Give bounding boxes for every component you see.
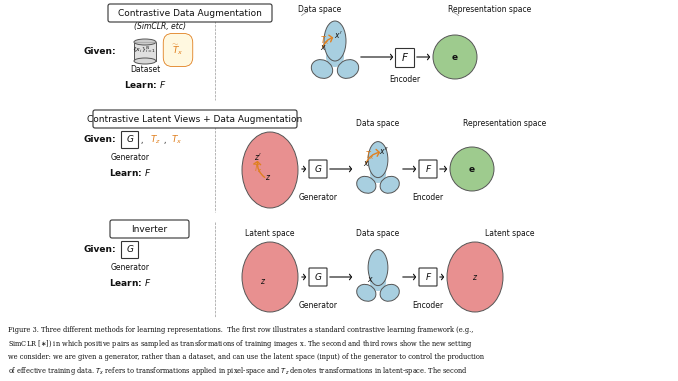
Text: G: G bbox=[127, 245, 134, 255]
FancyBboxPatch shape bbox=[121, 242, 138, 258]
Text: G: G bbox=[315, 272, 321, 282]
Text: Generator: Generator bbox=[298, 301, 338, 309]
Text: Given:: Given: bbox=[83, 48, 116, 56]
Text: ,: , bbox=[141, 136, 143, 144]
Text: Data space: Data space bbox=[357, 229, 399, 239]
Text: Encoder: Encoder bbox=[412, 192, 443, 202]
Text: $T_x$: $T_x$ bbox=[365, 150, 375, 162]
Text: Encoder: Encoder bbox=[389, 75, 420, 85]
Ellipse shape bbox=[357, 284, 376, 301]
Text: Generator: Generator bbox=[111, 152, 150, 162]
Text: $x$: $x$ bbox=[367, 275, 374, 285]
Text: ,: , bbox=[164, 45, 166, 54]
Text: Given:: Given: bbox=[83, 245, 116, 255]
Bar bbox=[134, 42, 156, 61]
Text: $\mathbf{e}$: $\mathbf{e}$ bbox=[468, 165, 476, 173]
Text: $z$: $z$ bbox=[260, 277, 266, 287]
FancyBboxPatch shape bbox=[309, 160, 327, 178]
Text: Generator: Generator bbox=[111, 263, 150, 272]
Text: Latent space: Latent space bbox=[245, 120, 295, 128]
Text: $T_z$: $T_z$ bbox=[253, 163, 263, 175]
Ellipse shape bbox=[134, 39, 156, 45]
Ellipse shape bbox=[134, 58, 156, 64]
FancyBboxPatch shape bbox=[121, 131, 138, 149]
Text: G: G bbox=[127, 136, 134, 144]
Text: F: F bbox=[425, 272, 431, 282]
Text: Figure 3. Three different methods for learning representations.  The first row i: Figure 3. Three different methods for le… bbox=[8, 326, 484, 377]
Text: Data space: Data space bbox=[357, 120, 399, 128]
Text: Latent space: Latent space bbox=[245, 229, 295, 239]
Ellipse shape bbox=[380, 284, 399, 301]
Text: Latent space: Latent space bbox=[485, 229, 535, 239]
Text: $T_z$: $T_z$ bbox=[150, 134, 161, 146]
Text: $z'$: $z'$ bbox=[254, 150, 262, 162]
Text: Dataset: Dataset bbox=[130, 66, 160, 75]
FancyBboxPatch shape bbox=[108, 4, 272, 22]
Ellipse shape bbox=[370, 165, 386, 183]
Ellipse shape bbox=[326, 47, 344, 67]
Ellipse shape bbox=[368, 142, 388, 178]
Text: Data space: Data space bbox=[298, 5, 342, 14]
Ellipse shape bbox=[338, 59, 359, 78]
Ellipse shape bbox=[380, 176, 399, 193]
Ellipse shape bbox=[447, 242, 503, 312]
Text: Inverter: Inverter bbox=[132, 224, 167, 234]
FancyBboxPatch shape bbox=[93, 110, 297, 128]
Ellipse shape bbox=[370, 273, 386, 291]
Text: F: F bbox=[402, 53, 408, 63]
Text: $x''$: $x''$ bbox=[379, 144, 389, 155]
Ellipse shape bbox=[242, 242, 298, 312]
Text: Contrastive Latent Views + Data Augmentation: Contrastive Latent Views + Data Augmenta… bbox=[87, 115, 302, 123]
Text: $x'$: $x'$ bbox=[334, 29, 342, 40]
Text: $T_x$: $T_x$ bbox=[172, 134, 182, 146]
Text: Encoder: Encoder bbox=[412, 301, 443, 309]
Text: (SimCLR, etc): (SimCLR, etc) bbox=[134, 22, 186, 32]
FancyBboxPatch shape bbox=[395, 48, 414, 67]
Text: $T_x$: $T_x$ bbox=[320, 35, 330, 47]
Text: $z$: $z$ bbox=[265, 173, 271, 182]
Ellipse shape bbox=[368, 250, 388, 286]
Text: Learn: $\mathit{F}$: Learn: $\mathit{F}$ bbox=[108, 166, 151, 178]
Text: Learn: $\mathit{F}$: Learn: $\mathit{F}$ bbox=[108, 277, 151, 288]
FancyBboxPatch shape bbox=[110, 220, 189, 238]
Ellipse shape bbox=[242, 132, 298, 208]
Text: Generator: Generator bbox=[298, 192, 338, 202]
Text: Learn: $\mathit{F}$: Learn: $\mathit{F}$ bbox=[123, 78, 166, 90]
Text: G: G bbox=[315, 165, 321, 173]
Text: Representation space: Representation space bbox=[448, 5, 532, 14]
FancyBboxPatch shape bbox=[419, 268, 437, 286]
Text: Given:: Given: bbox=[83, 136, 116, 144]
Text: Contrastive Data Augmentation: Contrastive Data Augmentation bbox=[118, 8, 262, 18]
Ellipse shape bbox=[357, 176, 376, 193]
Text: $\mathbf{e}$: $\mathbf{e}$ bbox=[451, 53, 459, 61]
Text: $x$: $x$ bbox=[319, 43, 326, 53]
FancyBboxPatch shape bbox=[419, 160, 437, 178]
FancyBboxPatch shape bbox=[309, 268, 327, 286]
Text: $\{x_i\}_{i=1}^N$: $\{x_i\}_{i=1}^N$ bbox=[132, 45, 156, 55]
Ellipse shape bbox=[450, 147, 494, 191]
Text: ,: , bbox=[164, 136, 166, 144]
Text: Representation space: Representation space bbox=[463, 120, 546, 128]
Text: $z$: $z$ bbox=[472, 272, 478, 282]
Ellipse shape bbox=[324, 21, 346, 61]
Ellipse shape bbox=[311, 59, 333, 78]
Text: F: F bbox=[425, 165, 431, 173]
Text: $x$: $x$ bbox=[363, 160, 370, 168]
Ellipse shape bbox=[433, 35, 477, 79]
Text: $\widetilde{T}_x$: $\widetilde{T}_x$ bbox=[172, 43, 184, 58]
